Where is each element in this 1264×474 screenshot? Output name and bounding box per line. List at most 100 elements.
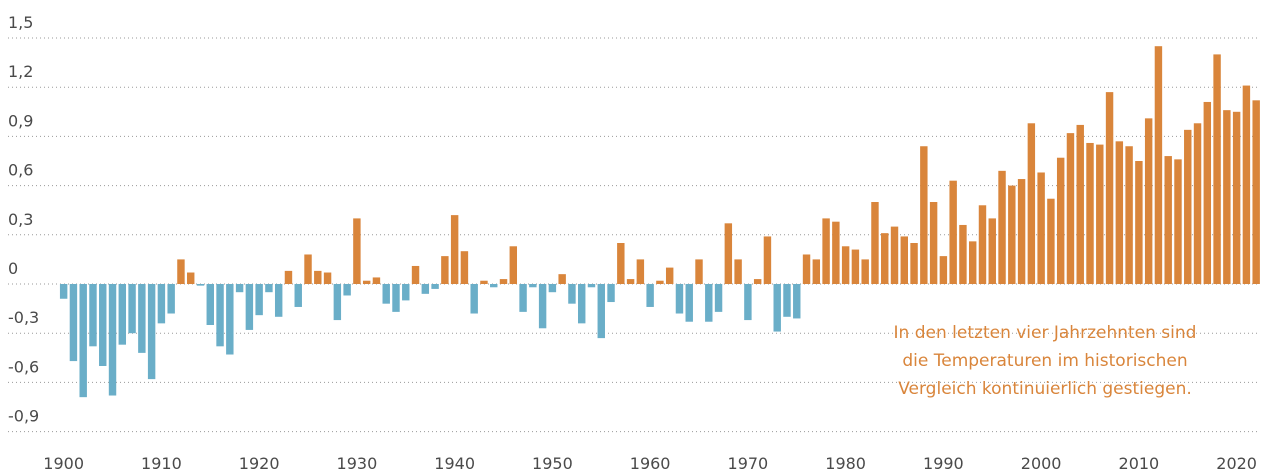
bar <box>675 284 684 314</box>
bar <box>226 284 234 355</box>
annotation: die Temperaturen im historischen <box>902 351 1187 371</box>
bar <box>519 284 527 312</box>
bar <box>1135 161 1143 284</box>
bar <box>900 236 909 284</box>
bar <box>255 284 263 316</box>
y-tick-label: 0,9 <box>8 111 33 130</box>
bar <box>636 259 645 284</box>
bar <box>871 202 879 284</box>
bar <box>382 284 390 304</box>
bar <box>734 259 742 284</box>
x-tick-label: 1940 <box>434 454 475 473</box>
bar <box>1056 157 1065 284</box>
y-tick-label: 0 <box>8 259 18 278</box>
x-tick-label: 2010 <box>1119 454 1160 473</box>
x-tick-label: 2020 <box>1216 454 1257 473</box>
bar <box>646 284 654 307</box>
bar <box>499 279 508 284</box>
x-tick-label: 1910 <box>141 454 182 473</box>
bar <box>1213 54 1221 285</box>
bar <box>812 259 821 284</box>
bar <box>1184 129 1192 284</box>
bar <box>265 284 273 293</box>
bar <box>235 284 244 293</box>
bar <box>99 284 107 366</box>
bar <box>1242 85 1251 284</box>
bar <box>1037 172 1045 284</box>
annotation: Vergleich kontinuierlich gestiegen. <box>898 379 1192 399</box>
bar <box>597 284 605 339</box>
bar <box>832 221 840 284</box>
bar <box>402 284 410 301</box>
bar <box>1203 101 1212 285</box>
bar <box>89 284 97 347</box>
bar <box>861 259 869 284</box>
bar <box>362 280 371 284</box>
bar <box>763 236 772 284</box>
x-tick-label: 2000 <box>1021 454 1062 473</box>
x-tick-label: 1990 <box>923 454 964 473</box>
bar <box>177 259 185 284</box>
bar <box>441 256 449 284</box>
bar <box>705 284 713 322</box>
y-tick-label: 0,6 <box>8 161 33 180</box>
x-tick-label: 1980 <box>825 454 866 473</box>
bar <box>1252 100 1260 284</box>
bar <box>959 224 967 284</box>
bar <box>656 280 664 284</box>
bar <box>431 284 439 289</box>
bar <box>245 284 254 330</box>
bar <box>1047 198 1055 284</box>
bar <box>890 226 899 284</box>
bar <box>851 249 860 284</box>
bar <box>167 284 175 314</box>
bar <box>587 284 596 288</box>
y-tick-label: 0,3 <box>8 210 33 229</box>
x-tick-label: 1950 <box>532 454 573 473</box>
bar <box>138 284 146 353</box>
bar <box>274 284 283 317</box>
bar <box>1105 92 1114 285</box>
bar <box>421 284 430 294</box>
bar <box>323 272 332 284</box>
bar <box>548 284 557 293</box>
bar <box>529 284 537 288</box>
bar <box>695 259 703 284</box>
y-tick-label: -0,6 <box>8 357 39 376</box>
bar <box>304 254 312 284</box>
y-tick-label: 1,2 <box>8 62 33 81</box>
bar <box>988 218 996 284</box>
bar <box>920 146 928 284</box>
bar <box>128 284 136 334</box>
bar <box>773 284 781 332</box>
bar <box>79 284 87 398</box>
bar <box>343 284 351 296</box>
bar <box>1125 146 1133 284</box>
bar <box>216 284 224 347</box>
bar <box>372 277 381 284</box>
bar <box>753 279 762 284</box>
bar <box>187 272 195 284</box>
bar <box>939 256 948 284</box>
bar <box>626 279 635 284</box>
bar <box>1115 141 1124 284</box>
x-tick-label: 1960 <box>630 454 671 473</box>
bar <box>1144 118 1153 284</box>
bar <box>1096 144 1104 284</box>
bar <box>118 284 127 345</box>
bar <box>1154 46 1163 285</box>
bar <box>802 254 811 284</box>
y-tick-label: 1,5 <box>8 13 33 32</box>
bar <box>568 284 576 304</box>
bar <box>108 284 117 396</box>
y-tick-label: -0,3 <box>8 308 39 327</box>
bar <box>1086 142 1094 284</box>
bar <box>558 274 566 284</box>
bar <box>714 284 723 312</box>
y-tick-label: -0,9 <box>8 407 39 426</box>
bar <box>1008 185 1016 284</box>
x-tick-label: 1970 <box>728 454 769 473</box>
bar <box>1017 179 1026 284</box>
bar <box>881 233 889 284</box>
bar <box>1164 156 1172 284</box>
